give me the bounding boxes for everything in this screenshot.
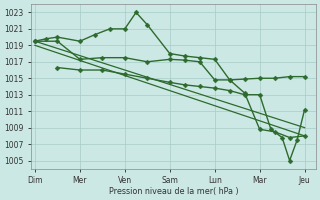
X-axis label: Pression niveau de la mer( hPa ): Pression niveau de la mer( hPa ) [109, 187, 238, 196]
